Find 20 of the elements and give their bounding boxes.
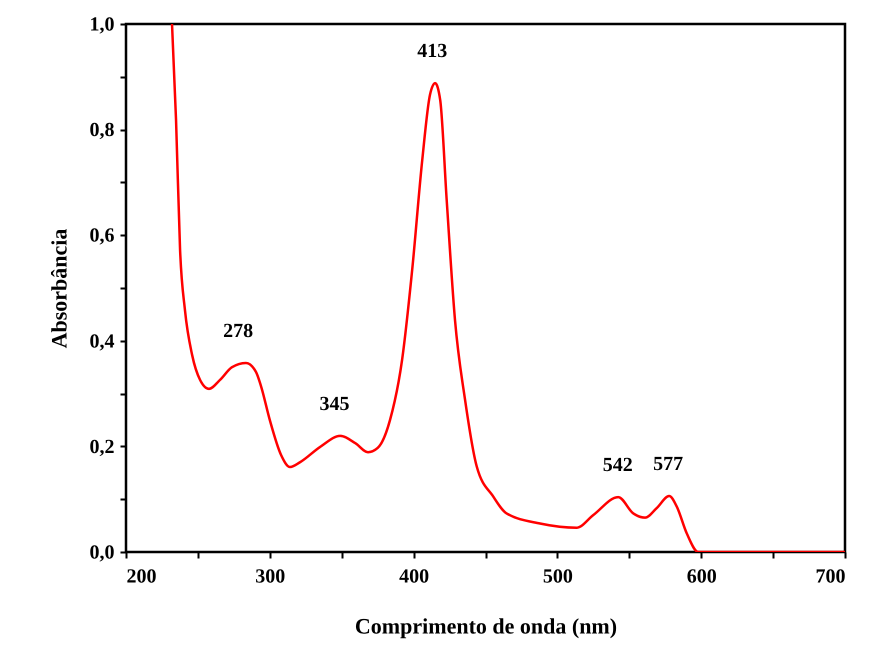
x-tick-label: 600 [686,566,717,588]
y-tick-label: 0,6 [90,224,114,247]
y-tick-label: 1,0 [90,14,114,36]
x-tick-label: 400 [399,566,430,588]
annotation: 278 [223,320,254,342]
y-axis-title: Absorbância [46,228,72,348]
x-tick-label: 500 [542,566,573,588]
x-tick-label: 200 [126,566,156,588]
x-axis-title: Comprimento de onda (nm) [354,614,618,638]
y-tick-label: 0,4 [90,330,114,352]
y-tick-label: 0,8 [90,119,114,142]
y-tick-label: 0,2 [90,436,114,458]
y-tick-label: 0,0 [90,542,114,564]
x-tick-label: 700 [816,566,846,588]
annotation: 345 [320,392,350,415]
annotation: 577 [653,453,684,476]
annotation: 542 [602,454,633,476]
line-series [170,24,845,552]
x-tick-label: 300 [255,566,286,588]
annotation: 413 [417,40,448,62]
